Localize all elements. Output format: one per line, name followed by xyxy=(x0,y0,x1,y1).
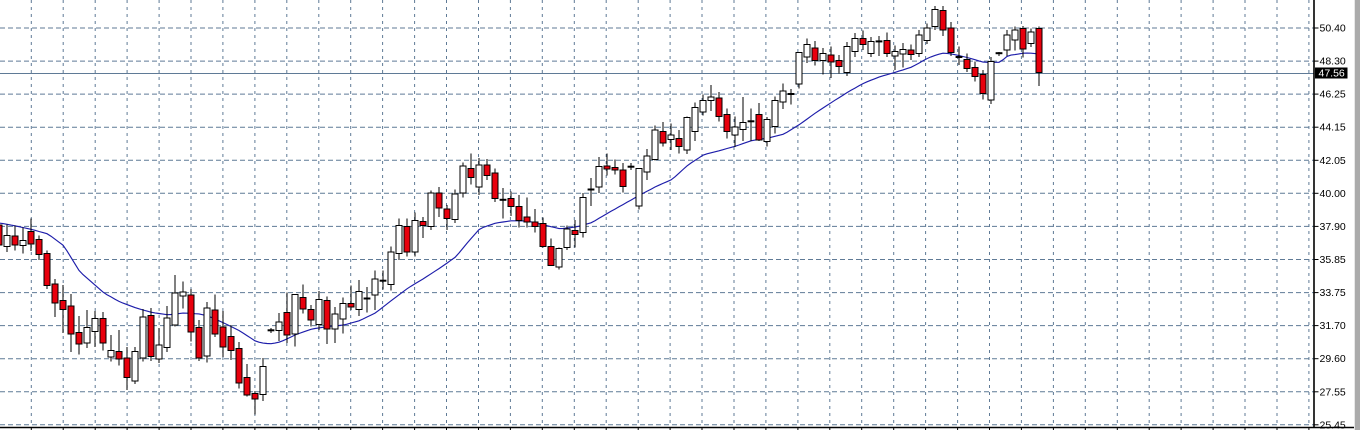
svg-text:29.60: 29.60 xyxy=(1320,353,1346,365)
svg-text:48.30: 48.30 xyxy=(1320,56,1346,68)
svg-text:44.15: 44.15 xyxy=(1320,122,1346,134)
svg-text:33.75: 33.75 xyxy=(1320,287,1346,299)
svg-text:37.90: 37.90 xyxy=(1320,221,1346,233)
svg-text:46.25: 46.25 xyxy=(1320,89,1346,101)
svg-text:47.56: 47.56 xyxy=(1319,68,1345,80)
svg-text:35.85: 35.85 xyxy=(1320,254,1346,266)
svg-text:31.70: 31.70 xyxy=(1320,320,1346,332)
svg-text:25.45: 25.45 xyxy=(1320,419,1346,430)
svg-text:42.05: 42.05 xyxy=(1320,155,1346,167)
svg-text:50.40: 50.40 xyxy=(1320,23,1346,35)
svg-text:27.55: 27.55 xyxy=(1320,386,1346,398)
svg-text:40.00: 40.00 xyxy=(1320,188,1346,200)
